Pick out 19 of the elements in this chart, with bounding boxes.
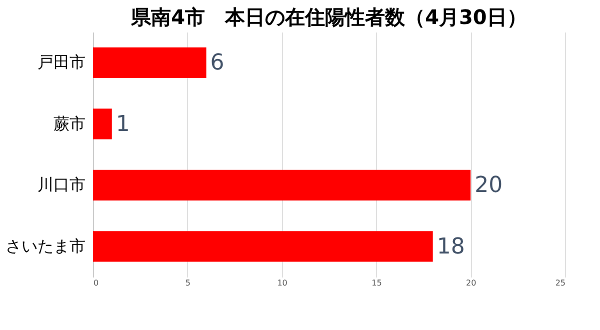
data-label: 6 (210, 50, 224, 76)
data-label: 1 (116, 112, 130, 137)
chart-title: 県南4市 本日の在住陽性者数（4月30日） (130, 5, 527, 29)
x-tick-label: 15 (372, 278, 382, 288)
bar (93, 231, 433, 262)
y-tick-label: 川口市 (38, 175, 86, 194)
y-tick-label: さいたま市 (6, 236, 86, 256)
x-tick-label: 10 (277, 278, 288, 288)
y-tick-label: 蕨市 (54, 114, 86, 133)
bar (93, 170, 471, 200)
bar (93, 108, 112, 140)
y-tick-label: 戸田市 (38, 52, 86, 72)
data-label: 18 (436, 234, 465, 260)
data-label: 20 (474, 173, 503, 198)
x-tick-label: 5 (185, 278, 190, 288)
x-tick-label: 25 (555, 278, 566, 288)
bar (93, 47, 206, 78)
x-tick-label: 20 (466, 278, 476, 288)
x-tick-label: 0 (94, 278, 99, 288)
